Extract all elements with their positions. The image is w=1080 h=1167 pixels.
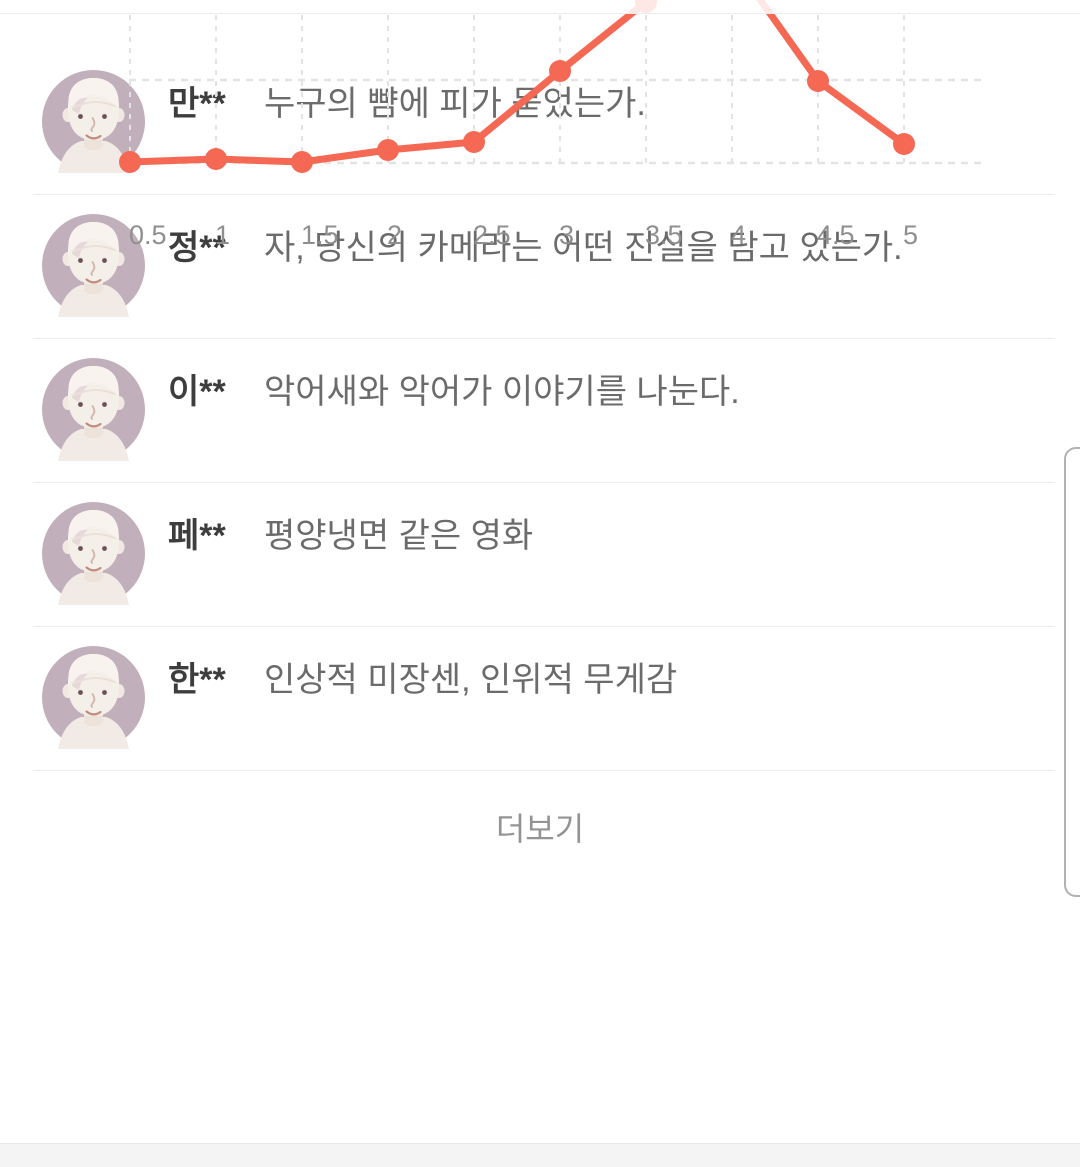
review-username: 한** — [168, 661, 226, 699]
x-axis-label: 2 — [387, 220, 403, 250]
review-item: 이** 악어새와 악어가 이야기를 나눈다. — [33, 339, 1055, 483]
x-axis-label: 3.5 — [645, 220, 683, 250]
x-axis-label: 4 — [731, 220, 747, 250]
chart-point-2.5[interactable] — [463, 131, 485, 153]
load-more-button[interactable]: 더보기 — [466, 794, 614, 860]
x-axis-labels: 0.5 1 1.5 2 2.5 3 3.5 4 4.5 5 — [0, 0, 1080, 260]
review-list: 만** 누구의 뺨에 피가 묻었는가. — [33, 51, 1055, 771]
review-text: 악어새와 악어가 이야기를 나눈다. — [264, 373, 740, 411]
x-axis-label: 1 — [215, 220, 231, 250]
x-axis-label: 4.5 — [817, 220, 855, 250]
review-text: 자, 당신의 카메라는 어떤 진실을 담고 있는가. — [264, 229, 903, 267]
x-axis-label: 1.5 — [301, 220, 339, 250]
load-more-row: 더보기 — [0, 771, 1080, 883]
x-axis-label: 2.5 — [473, 220, 511, 250]
review-item: 한** 인상적 미장센, 인위적 무게감 — [33, 627, 1055, 771]
review-item: 페** 평양냉면 같은 영화 — [33, 483, 1055, 627]
default-profile-avatar-icon — [42, 214, 145, 317]
chart-point-0.5[interactable] — [119, 151, 141, 173]
x-axis-label: 3 — [559, 220, 575, 250]
chart-top-fade — [0, 0, 1080, 14]
default-profile-avatar-icon — [42, 358, 145, 461]
rating-distribution-chart: 0.5 1 1.5 2 2.5 3 3.5 4 4.5 5 — [0, 0, 1080, 260]
review-text: 평양냉면 같은 영화 — [264, 517, 534, 555]
review-item: 정** 자, 당신의 카메라는 어떤 진실을 담고 있는가. — [33, 195, 1055, 339]
chart-point-3[interactable] — [549, 60, 571, 82]
x-axis-label: 5 — [903, 220, 919, 250]
chart-point-2[interactable] — [377, 139, 399, 161]
default-profile-avatar-icon — [42, 70, 145, 173]
chart-point-1.5[interactable] — [291, 151, 313, 173]
chart-point-4.5[interactable] — [807, 70, 829, 92]
default-profile-avatar-icon — [42, 646, 145, 749]
review-username: 페** — [168, 517, 226, 555]
x-axis-label: 0.5 — [129, 220, 167, 250]
review-username: 이** — [168, 373, 226, 411]
review-username: 정** — [168, 229, 226, 267]
scrollbar-thumb[interactable] — [1064, 447, 1080, 897]
default-profile-avatar-icon — [42, 502, 145, 605]
rating-line-chart — [119, 0, 985, 173]
review-text: 누구의 뺨에 피가 묻었는가. — [264, 85, 646, 123]
review-text: 인상적 미장센, 인위적 무게감 — [264, 661, 678, 699]
bottom-strip — [0, 1143, 1080, 1167]
chart-point-5[interactable] — [893, 133, 915, 155]
rating-line — [126, 0, 908, 166]
chart-point-1[interactable] — [205, 148, 227, 170]
